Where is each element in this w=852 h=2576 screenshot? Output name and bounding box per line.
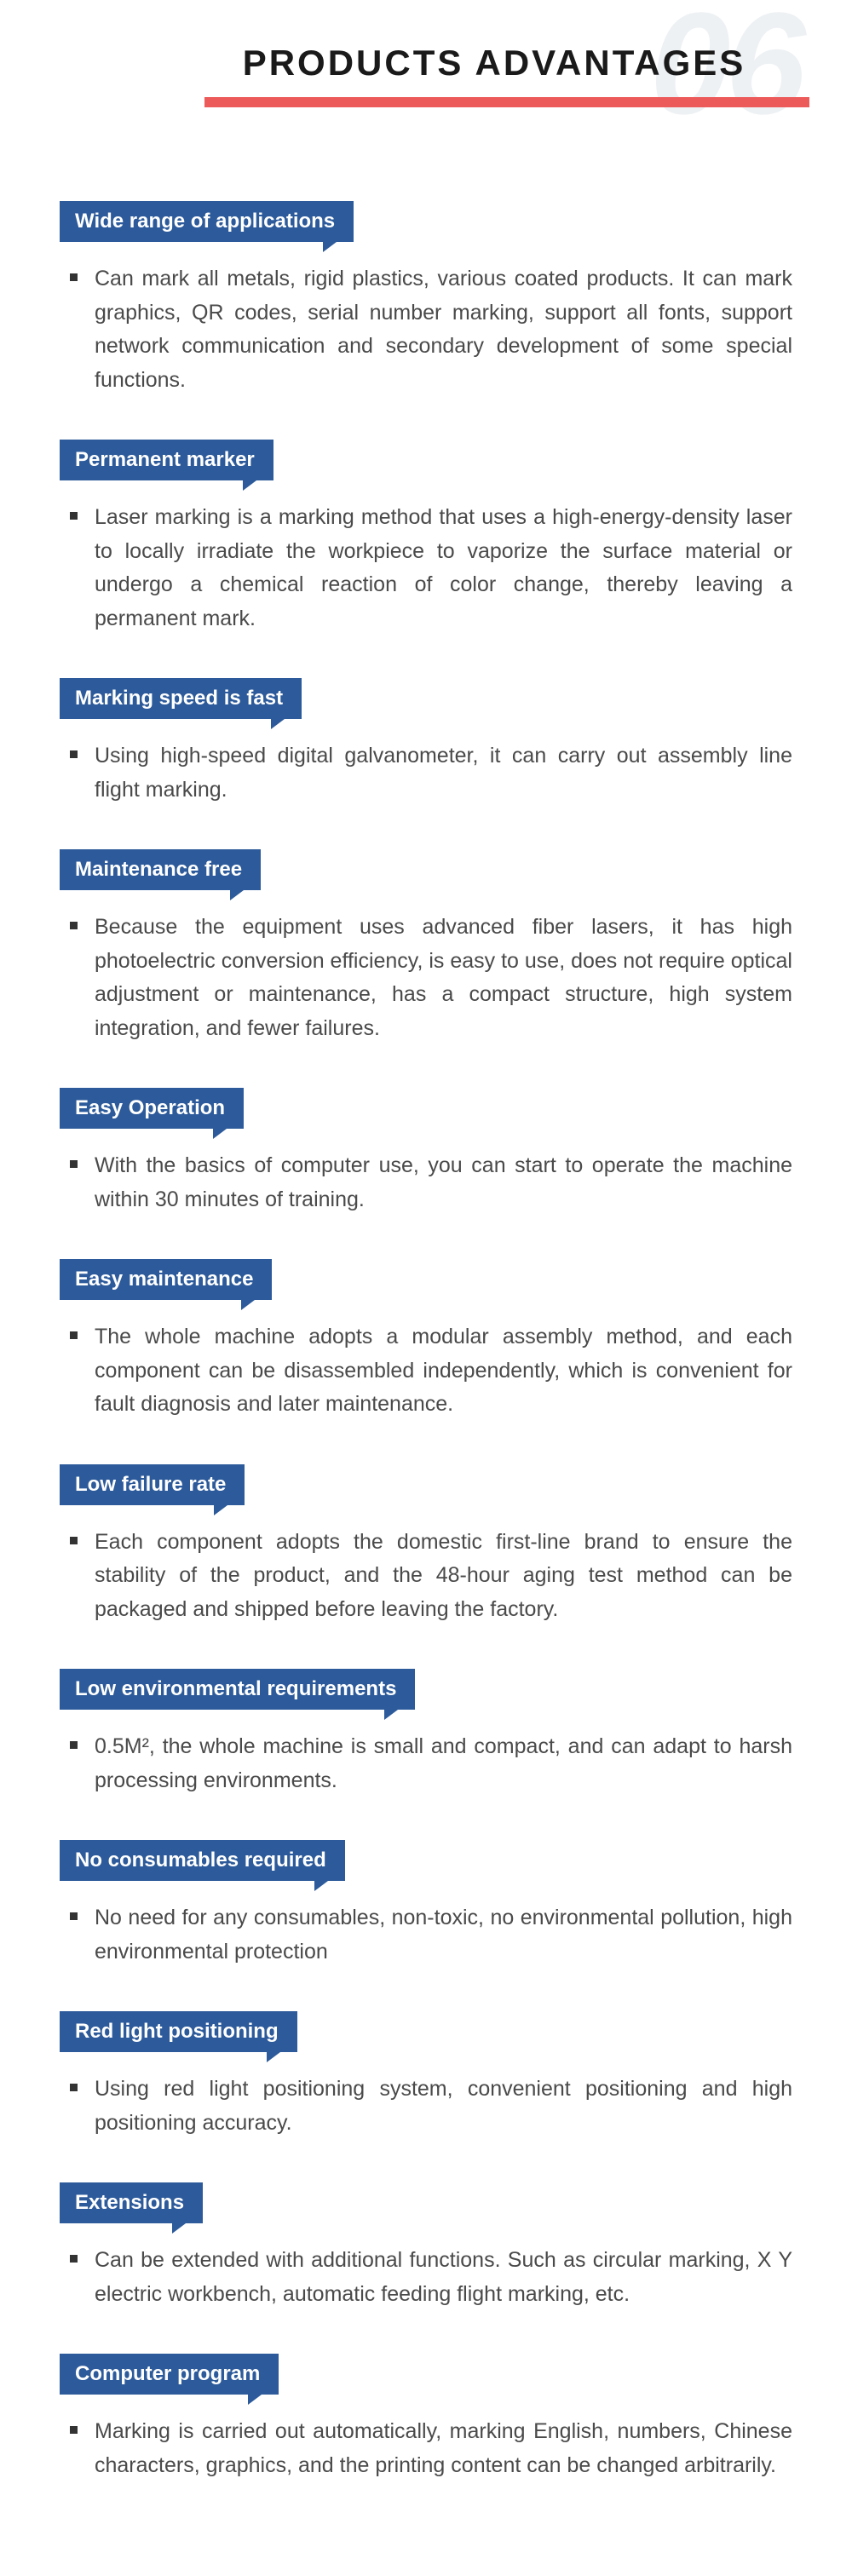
section: Computer program Marking is carried out a… bbox=[60, 2354, 792, 2482]
section-body-row: Marking is carried out automatically, ma… bbox=[60, 2415, 792, 2482]
section-body: Using high-speed digital galvanometer, i… bbox=[95, 739, 792, 807]
section: Wide range of applications Can mark all m… bbox=[60, 201, 792, 397]
section-body: Using red light positioning system, conv… bbox=[95, 2073, 792, 2140]
bullet-icon bbox=[70, 1331, 78, 1339]
bullet-icon bbox=[70, 1160, 78, 1168]
section-tag: Wide range of applications bbox=[60, 201, 354, 242]
section-body-row: No need for any consumables, non-toxic, … bbox=[60, 1901, 792, 1969]
section-body: No need for any consumables, non-toxic, … bbox=[95, 1901, 792, 1969]
section-tag: No consumables required bbox=[60, 1840, 345, 1881]
section-body-row: The whole machine adopts a modular assem… bbox=[60, 1320, 792, 1422]
section: Marking speed is fast Using high-speed di… bbox=[60, 678, 792, 807]
section: Low failure rate Each component adopts th… bbox=[60, 1464, 792, 1627]
section-tag: Easy maintenance bbox=[60, 1259, 272, 1300]
section-body-row: Because the equipment uses advanced fibe… bbox=[60, 911, 792, 1045]
bullet-icon bbox=[70, 922, 78, 929]
section-body-row: Can be extended with additional function… bbox=[60, 2244, 792, 2311]
section-body: Marking is carried out automatically, ma… bbox=[95, 2415, 792, 2482]
section: No consumables required No need for any c… bbox=[60, 1840, 792, 1969]
section-body-row: Using red light positioning system, conv… bbox=[60, 2073, 792, 2140]
section: Maintenance free Because the equipment us… bbox=[60, 849, 792, 1045]
section: Red light positioning Using red light pos… bbox=[60, 2011, 792, 2140]
section-body: Each component adopts the domestic first… bbox=[95, 1526, 792, 1627]
section: Permanent marker Laser marking is a marki… bbox=[60, 440, 792, 635]
section-body-row: 0.5M², the whole machine is small and co… bbox=[60, 1730, 792, 1797]
section-body-row: Using high-speed digital galvanometer, i… bbox=[60, 739, 792, 807]
bullet-icon bbox=[70, 512, 78, 520]
bullet-icon bbox=[70, 2426, 78, 2434]
section-body: 0.5M², the whole machine is small and co… bbox=[95, 1730, 792, 1797]
section-body: Can be extended with additional function… bbox=[95, 2244, 792, 2311]
section-body-row: With the basics of computer use, you can… bbox=[60, 1149, 792, 1216]
section: Extensions Can be extended with additiona… bbox=[60, 2182, 792, 2311]
bullet-icon bbox=[70, 1537, 78, 1544]
section-body: Can mark all metals, rigid plastics, var… bbox=[95, 262, 792, 397]
bullet-icon bbox=[70, 1741, 78, 1749]
section-body-row: Laser marking is a marking method that u… bbox=[60, 501, 792, 635]
section: Low environmental requirements 0.5M², the… bbox=[60, 1669, 792, 1797]
header: 06 PRODUCTS ADVANTAGES bbox=[0, 0, 852, 133]
section-tag: Extensions bbox=[60, 2182, 203, 2223]
page-title: PRODUCTS ADVANTAGES bbox=[0, 43, 852, 83]
section-tag: Easy Operation bbox=[60, 1088, 244, 1129]
bullet-icon bbox=[70, 750, 78, 758]
section-body-row: Each component adopts the domestic first… bbox=[60, 1526, 792, 1627]
content: Wide range of applications Can mark all m… bbox=[0, 133, 852, 2576]
section-body-row: Can mark all metals, rigid plastics, var… bbox=[60, 262, 792, 397]
section: Easy Operation With the basics of compute… bbox=[60, 1088, 792, 1216]
section-body: Laser marking is a marking method that u… bbox=[95, 501, 792, 635]
section-tag: Computer program bbox=[60, 2354, 279, 2395]
section-tag: Permanent marker bbox=[60, 440, 273, 480]
section-body: The whole machine adopts a modular assem… bbox=[95, 1320, 792, 1422]
bullet-icon bbox=[70, 1912, 78, 1920]
bullet-icon bbox=[70, 2255, 78, 2263]
section-tag: Red light positioning bbox=[60, 2011, 297, 2052]
section-tag: Low environmental requirements bbox=[60, 1669, 415, 1710]
section: Easy maintenance The whole machine adopts… bbox=[60, 1259, 792, 1422]
bullet-icon bbox=[70, 2084, 78, 2091]
bullet-icon bbox=[70, 273, 78, 281]
section-tag: Marking speed is fast bbox=[60, 678, 302, 719]
section-tag: Maintenance free bbox=[60, 849, 261, 890]
section-tag: Low failure rate bbox=[60, 1464, 245, 1505]
title-underline bbox=[204, 97, 809, 107]
section-body: Because the equipment uses advanced fibe… bbox=[95, 911, 792, 1045]
section-body: With the basics of computer use, you can… bbox=[95, 1149, 792, 1216]
